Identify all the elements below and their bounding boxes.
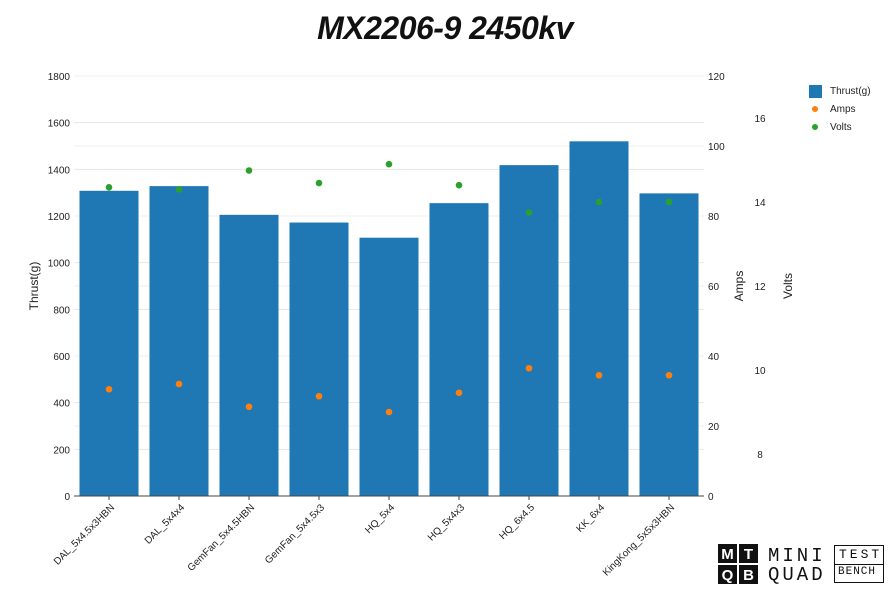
y-left-tick-label: 600: [53, 352, 70, 363]
y-amps-tick-label: 80: [708, 212, 720, 223]
point-volts: [245, 167, 253, 174]
point-amps: [455, 389, 463, 397]
y-left-axis-title: Thrust(g): [27, 262, 41, 311]
bar-thrust: [289, 222, 349, 497]
y-amps-axis-title: Amps: [732, 271, 746, 302]
x-tick-label: KingKong_5x5x3HBN: [601, 502, 677, 578]
y-left-tick-label: 1200: [48, 212, 71, 223]
logo-mark-letter: B: [743, 567, 754, 584]
y-volts-tick-label: 10: [754, 366, 766, 377]
x-tick-label: DAL_5x4.5x3HBN: [52, 502, 117, 567]
legend-label-thrust: Thrust(g): [830, 85, 871, 97]
bar-thrust: [219, 214, 279, 497]
point-volts: [455, 181, 463, 189]
y-volts-tick-label: 14: [754, 198, 766, 209]
y-volts-tick-label: 16: [754, 114, 766, 125]
legend-label-amps: Amps: [830, 103, 856, 115]
logo-mark-letter: M: [721, 546, 734, 563]
y-amps-tick-label: 60: [708, 282, 720, 293]
x-tick-label: HQ_6x4.5: [498, 502, 538, 542]
y-amps-tick-label: 20: [708, 422, 720, 433]
bar-thrust: [149, 186, 209, 496]
point-amps: [525, 364, 533, 372]
logo-text-bench: BENCH: [838, 566, 877, 578]
x-tick-label: HQ_5x4: [363, 502, 397, 536]
bar-thrust: [639, 193, 699, 496]
y-left-tick-label: 0: [64, 492, 70, 503]
legend: Thrust(g) Amps Volts: [800, 82, 871, 136]
bar-thrust: [569, 141, 629, 497]
x-tick-label: GemFan_5x4.5x3: [263, 502, 327, 566]
x-tick-label: GemFan_5x4.5HBN: [186, 502, 257, 573]
legend-label-volts: Volts: [830, 121, 852, 133]
point-amps: [385, 408, 393, 416]
point-volts: [175, 186, 183, 193]
logo-text-quad: QUAD: [768, 564, 826, 586]
y-amps-tick-label: 0: [708, 492, 714, 503]
point-amps: [315, 392, 323, 400]
y-volts-tick-label: 8: [757, 450, 763, 461]
logo-text-mini: MINI: [768, 545, 826, 567]
y-left-tick-label: 1000: [48, 259, 71, 270]
chart-title: MX2206-9 2450kv: [317, 10, 573, 46]
logo-text-test: TEST: [839, 547, 883, 562]
y-left-tick-label: 400: [53, 399, 70, 410]
point-amps: [245, 403, 253, 411]
bar-thrust: [429, 203, 489, 496]
logo-mark-letter: Q: [722, 567, 734, 584]
bar-thrust: [499, 165, 559, 496]
y-amps-tick-label: 120: [708, 72, 725, 83]
y-volts-tick-label: 12: [754, 282, 766, 293]
bar-thrust: [359, 237, 419, 496]
legend-item-thrust[interactable]: Thrust(g): [800, 82, 871, 100]
y-volts-axis-title: Volts: [781, 273, 795, 299]
point-volts: [385, 160, 393, 168]
legend-swatch-thrust: [808, 84, 822, 98]
point-volts: [105, 184, 113, 191]
x-tick-label: DAL_5x4x4: [143, 502, 188, 547]
point-amps: [175, 380, 183, 388]
logo-test-bench-box: TEST BENCH: [834, 545, 884, 583]
legend-item-amps[interactable]: Amps: [800, 100, 871, 118]
y-left-tick-label: 1800: [48, 72, 71, 83]
legend-item-volts[interactable]: Volts: [800, 118, 871, 136]
legend-swatch-volts: [812, 124, 818, 130]
point-volts: [525, 209, 533, 216]
point-volts: [595, 198, 603, 206]
y-left-tick-label: 200: [53, 445, 70, 456]
bar-thrust: [79, 190, 139, 497]
x-tick-label: HQ_5x4x3: [426, 502, 467, 543]
x-tick-label: KK_6x4: [575, 502, 608, 535]
y-left-tick-label: 1400: [48, 165, 71, 176]
point-volts: [665, 198, 673, 206]
point-amps: [105, 385, 113, 393]
y-left-tick-label: 800: [53, 305, 70, 316]
mini-quad-test-bench-logo: M T Q B MINI QUAD TEST BENCH: [718, 544, 884, 586]
y-left-tick-label: 1600: [48, 119, 71, 130]
y-amps-tick-label: 40: [708, 352, 720, 363]
point-amps: [665, 371, 673, 379]
logo-mark-icon: M T Q B: [718, 544, 758, 584]
legend-swatch-amps: [812, 106, 818, 112]
point-amps: [595, 371, 603, 379]
logo-mark-letter: T: [744, 546, 753, 563]
y-amps-tick-label: 100: [708, 142, 725, 153]
point-volts: [315, 179, 323, 187]
